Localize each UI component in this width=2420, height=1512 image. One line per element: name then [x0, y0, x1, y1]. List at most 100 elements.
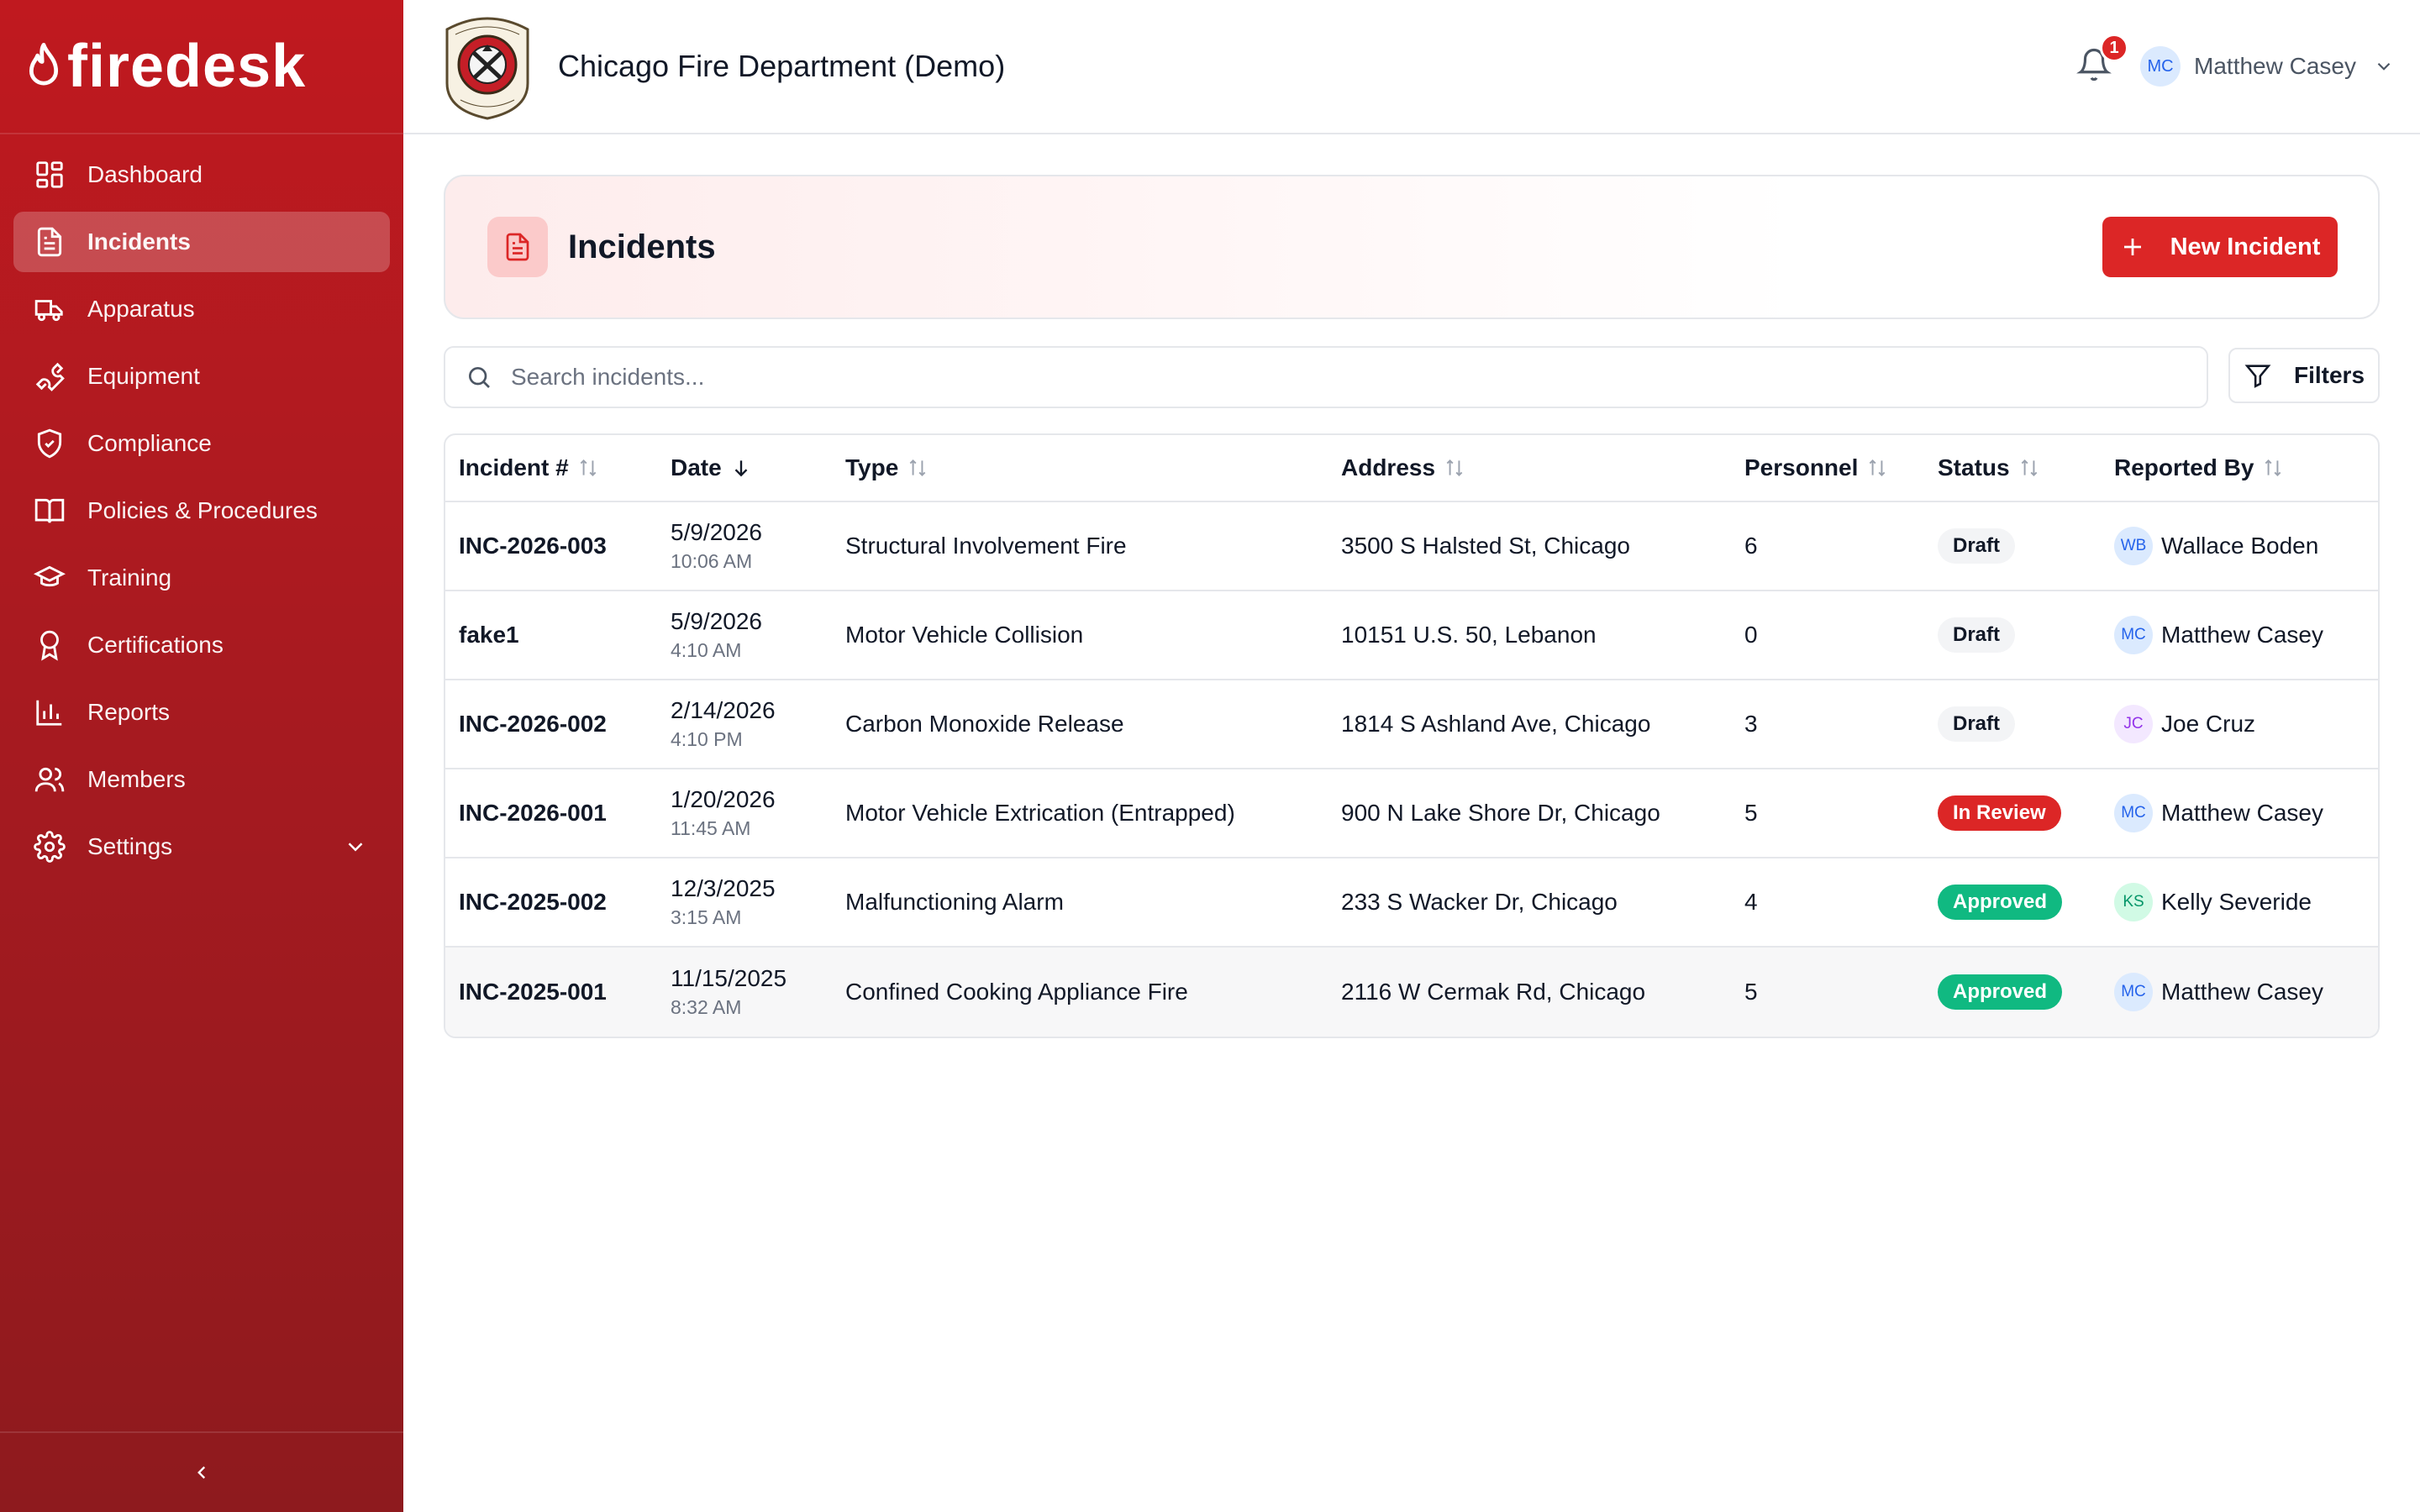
status-badge: In Review [1938, 795, 2061, 831]
incident-type: Motor Vehicle Collision [845, 622, 1084, 648]
sidebar-item-training[interactable]: Training [13, 548, 390, 608]
column-header-type[interactable]: Type [832, 454, 1328, 481]
sidebar-item-label: Incidents [87, 228, 191, 255]
table-row[interactable]: INC-2025-001 11/15/2025 8:32 AM Confined … [445, 948, 2378, 1037]
reporter-name: Kelly Severide [2161, 889, 2312, 915]
sidebar-nav: Dashboard Incidents Apparatus Equipment … [0, 134, 403, 877]
sidebar-item-label: Reports [87, 699, 171, 725]
incident-address: 2116 W Cermak Rd, Chicago [1341, 979, 1646, 1005]
column-label: Status [1938, 454, 2010, 480]
date-main: 2/14/2026 [671, 697, 776, 723]
sidebar-item-compliance[interactable]: Compliance [13, 413, 390, 474]
document-icon [506, 233, 529, 261]
sidebar-item-incidents[interactable]: Incidents [13, 212, 390, 272]
incident-reporter: MC Matthew Casey [2101, 616, 2378, 654]
notifications-button[interactable]: 1 [2076, 34, 2129, 86]
table-row[interactable]: INC-2026-002 2/14/2026 4:10 PM Carbon Mon… [445, 680, 2378, 769]
chevron-down-icon [348, 843, 363, 852]
bell-icon [2076, 49, 2112, 81]
date-main: 5/9/2026 [671, 608, 762, 634]
date-time: 8:32 AM [671, 996, 742, 1018]
collapse-sidebar-button[interactable] [0, 1431, 403, 1512]
sidebar-item-label: Dashboard [87, 161, 203, 187]
sort-icon [909, 459, 926, 477]
sidebar-item-apparatus[interactable]: Apparatus [13, 279, 390, 339]
document-icon [37, 227, 62, 257]
reporter-name: Matthew Casey [2161, 622, 2323, 648]
incident-number[interactable]: fake1 [459, 622, 519, 648]
incident-reporter: MC Matthew Casey [2101, 794, 2378, 832]
user-avatar[interactable]: MC [2140, 46, 2181, 87]
department-logo [445, 17, 529, 120]
bar-chart-icon [36, 700, 62, 726]
date-block: 12/3/2025 3:15 AM [671, 874, 776, 931]
sidebar-item-equipment[interactable]: Equipment [13, 346, 390, 407]
incident-number[interactable]: INC-2025-001 [459, 979, 607, 1005]
plus-icon [2123, 239, 2141, 255]
flame-icon [29, 42, 59, 86]
sort-icon [2021, 459, 2037, 477]
notification-badge: 1 [2100, 34, 2129, 62]
incident-type: Confined Cooking Appliance Fire [845, 979, 1188, 1005]
incident-number[interactable]: INC-2026-001 [459, 800, 607, 826]
table-row[interactable]: INC-2025-002 12/3/2025 3:15 AM Malfunctio… [445, 858, 2378, 948]
incident-personnel: 5 [1744, 979, 1758, 1005]
sidebar-item-label: Policies & Procedures [87, 497, 318, 523]
column-label: Address [1341, 454, 1436, 480]
column-header-status[interactable]: Status [1924, 454, 2101, 481]
shield-check-icon [37, 428, 62, 459]
incident-date: 11/15/2025 8:32 AM [657, 963, 832, 1021]
column-header-date[interactable]: Date [657, 454, 832, 481]
reporter-name: Joe Cruz [2161, 711, 2256, 737]
date-block: 5/9/2026 4:10 AM [671, 606, 762, 664]
status-badge: Draft [1938, 617, 2016, 653]
user-name[interactable]: Matthew Casey [2194, 53, 2356, 79]
avatar: KS [2114, 883, 2153, 921]
incident-number[interactable]: INC-2026-003 [459, 533, 607, 559]
filters-button[interactable]: Filters [2228, 348, 2380, 403]
brand-logo[interactable]: firedesk [0, 0, 403, 134]
table-row[interactable]: INC-2026-003 5/9/2026 10:06 AM Structural… [445, 502, 2378, 591]
column-label: Type [845, 454, 899, 480]
sidebar-item-label: Certifications [87, 632, 224, 658]
incident-date: 1/20/2026 11:45 AM [657, 785, 832, 842]
incidents-table: Incident # Date Type Address Personnel S… [444, 433, 2380, 1038]
sidebar-item-certifications[interactable]: Certifications [13, 615, 390, 675]
incident-status: Draft [1924, 528, 2101, 564]
new-incident-button[interactable]: New Incident [2102, 217, 2338, 277]
sidebar-item-policies[interactable]: Policies & Procedures [13, 480, 390, 541]
sidebar-item-dashboard[interactable]: Dashboard [13, 144, 390, 205]
wrench-icon [35, 362, 65, 391]
column-header-address[interactable]: Address [1328, 454, 1731, 481]
date-block: 5/9/2026 10:06 AM [671, 517, 762, 575]
top-header: Chicago Fire Department (Demo) 1 MC Matt… [403, 0, 2420, 134]
table-row[interactable]: fake1 5/9/2026 4:10 AM Motor Vehicle Coll… [445, 591, 2378, 680]
date-time: 3:15 AM [671, 906, 742, 928]
column-header-reported-by[interactable]: Reported By [2101, 454, 2378, 481]
chevron-down-icon[interactable] [2373, 55, 2395, 77]
gear-icon [34, 831, 66, 863]
sidebar-item-members[interactable]: Members [13, 749, 390, 810]
search-input[interactable] [511, 364, 2107, 391]
sidebar-item-reports[interactable]: Reports [13, 682, 390, 743]
incident-type: Carbon Monoxide Release [845, 711, 1124, 737]
column-header-incident[interactable]: Incident # [445, 454, 657, 481]
truck-icon [34, 300, 63, 322]
date-time: 4:10 PM [671, 728, 743, 750]
incident-personnel: 0 [1744, 622, 1758, 648]
status-badge: Draft [1938, 528, 2016, 564]
column-header-personnel[interactable]: Personnel [1731, 454, 1924, 481]
date-main: 11/15/2025 [671, 965, 787, 991]
incident-address: 900 N Lake Shore Dr, Chicago [1341, 800, 1660, 826]
date-block: 2/14/2026 4:10 PM [671, 696, 776, 753]
arrow-down-icon [734, 460, 748, 477]
sidebar-item-label: Compliance [87, 430, 212, 456]
incident-number[interactable]: INC-2025-002 [459, 889, 607, 915]
table-row[interactable]: INC-2026-001 1/20/2026 11:45 AM Motor Veh… [445, 769, 2378, 858]
incident-address: 233 S Wacker Dr, Chicago [1341, 889, 1618, 915]
sidebar-item-label: Settings [87, 833, 173, 859]
graduation-cap-icon [34, 565, 66, 587]
incident-type: Motor Vehicle Extrication (Entrapped) [845, 800, 1235, 826]
sidebar-item-settings[interactable]: Settings [13, 816, 390, 877]
incident-number[interactable]: INC-2026-002 [459, 711, 607, 737]
